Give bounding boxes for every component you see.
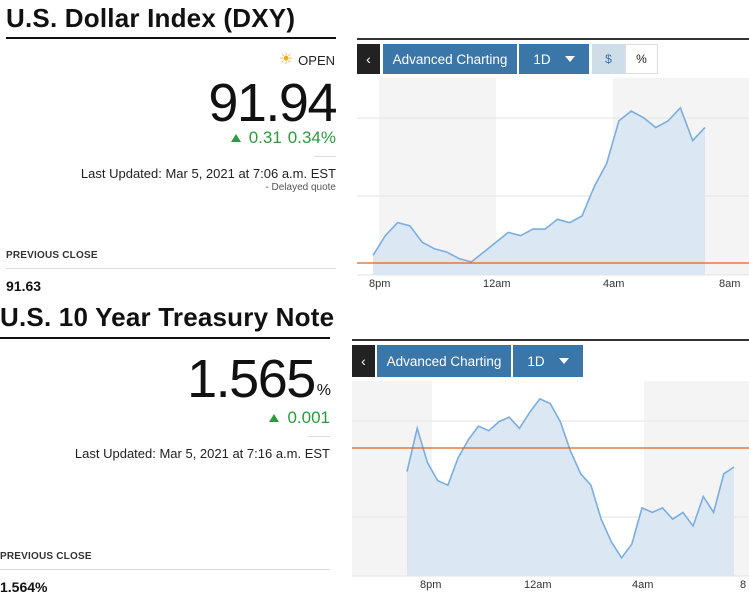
dxy-status-text: OPEN: [298, 52, 335, 68]
tnx-change-value: 0.001: [287, 408, 330, 427]
dollar-toggle-button[interactable]: $: [592, 44, 625, 74]
tnx-area-fill: [407, 398, 734, 576]
tnx-x-tick-8pm: 8pm: [420, 579, 442, 591]
range-dropdown-label: 1D: [527, 353, 545, 369]
dxy-price: 91.94: [208, 73, 337, 133]
dxy-change-value: 0.31: [248, 128, 282, 147]
up-arrow-icon: [230, 134, 241, 142]
up-arrow-icon: [269, 414, 280, 422]
tnx-x-tick-4am: 4am: [632, 579, 654, 591]
range-dropdown[interactable]: 1D: [513, 345, 583, 377]
dxy-chart-panel: ‹ Advanced Charting 1D $ % 8pm 12am 4am …: [357, 38, 749, 293]
dxy-title: U.S. Dollar Index (DXY): [6, 3, 296, 33]
dxy-x-tick-12am: 12am: [483, 278, 511, 290]
tnx-price: 1.565: [187, 349, 316, 409]
tnx-title: U.S. 10 Year Treasury Note: [0, 302, 335, 332]
tnx-divider: [308, 436, 330, 437]
dxy-x-tick-4am: 4am: [603, 278, 625, 290]
tnx-chart-panel: ‹ Advanced Charting 1D 8pm 12am 4am 8: [352, 339, 749, 602]
tnx-chart-top-border: [352, 339, 749, 341]
tnx-price-line: [406, 397, 735, 560]
dxy-prev-close-label: PREVIOUS CLOSE: [6, 250, 98, 261]
caret-down-icon: [564, 56, 575, 62]
dxy-price-line: [372, 106, 706, 263]
dxy-change: 0.31 0.34%: [230, 128, 336, 148]
advanced-charting-button[interactable]: Advanced Charting: [377, 345, 511, 377]
dxy-chart-top-border: [357, 38, 749, 40]
tnx-price-unit: %: [316, 382, 331, 399]
dxy-delayed-note: - Delayed quote: [265, 182, 336, 193]
tnx-prev-close-divider: [0, 569, 330, 570]
dxy-title-rule: [6, 37, 336, 39]
tnx-chart-svg: [352, 381, 749, 577]
tnx-prev-close-value: 1.564%: [0, 579, 48, 595]
dxy-prev-close-value: 91.63: [6, 278, 42, 294]
tnx-x-tick-8: 8: [740, 579, 747, 591]
chevron-left-icon: ‹: [366, 51, 371, 67]
tnx-prev-close-label: PREVIOUS CLOSE: [0, 551, 92, 562]
tnx-last-updated: Last Updated: Mar 5, 2021 at 7:16 a.m. E…: [74, 446, 330, 461]
dxy-last-updated: Last Updated: Mar 5, 2021 at 7:06 a.m. E…: [80, 166, 336, 181]
caret-down-icon: [558, 358, 569, 364]
range-dropdown-label: 1D: [533, 51, 551, 67]
advanced-charting-button[interactable]: Advanced Charting: [383, 44, 517, 74]
dxy-area-fill: [373, 107, 705, 275]
dxy-prev-close-divider: [6, 268, 336, 269]
dxy-market-status: ☀ OPEN: [279, 52, 335, 68]
dxy-x-tick-8pm: 8pm: [369, 278, 391, 290]
chevron-left-icon: ‹: [361, 353, 366, 369]
dxy-divider: [314, 156, 336, 157]
tnx-price-group: 1.565 %: [187, 352, 331, 406]
dxy-x-tick-8am: 8am: [719, 278, 741, 290]
dxy-chart-svg: [357, 78, 749, 276]
tnx-change: 0.001: [269, 408, 330, 428]
percent-toggle-button[interactable]: %: [625, 44, 658, 74]
collapse-arrow-button[interactable]: ‹: [357, 44, 380, 74]
tnx-title-rule: [0, 337, 330, 339]
dxy-change-pct: 0.34%: [287, 128, 336, 147]
collapse-arrow-button[interactable]: ‹: [352, 345, 375, 377]
tnx-x-tick-12am: 12am: [524, 579, 552, 591]
sun-icon: ☀: [278, 51, 294, 68]
range-dropdown[interactable]: 1D: [519, 44, 589, 74]
